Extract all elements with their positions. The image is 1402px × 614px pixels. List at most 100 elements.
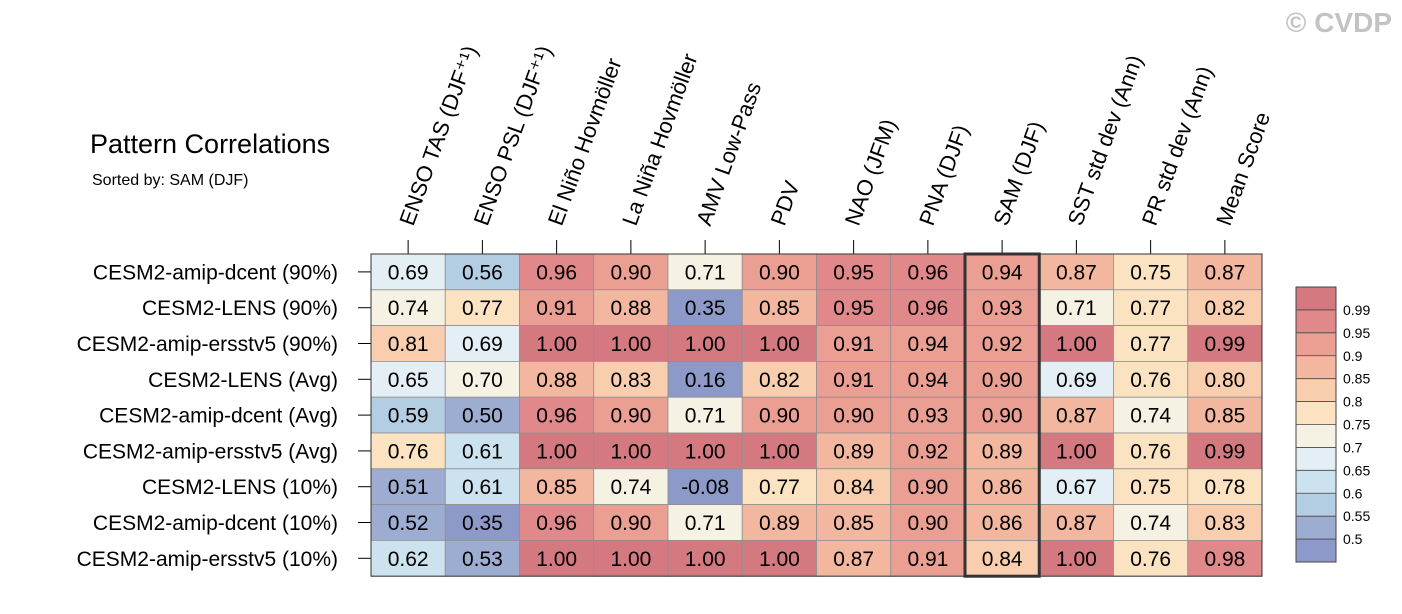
cell-value: 0.92	[982, 333, 1023, 356]
column-label: ENSO TAS (DJF⁺¹)	[394, 42, 482, 228]
heatmap-cell	[1038, 289, 1114, 326]
legend-swatch	[1296, 378, 1336, 402]
heatmap-cell	[593, 360, 669, 398]
color-legend: 0.99 0.95 0.9 0.85 0.8 0.75 0.7 0.65 0.6 0.55 0.5	[1295, 286, 1370, 563]
column-label: El Niño Hovmöller	[543, 55, 627, 229]
cell-value: 0.93	[907, 405, 948, 428]
cell-value: 0.71	[685, 405, 726, 428]
heatmap-cells: 0.69 0.56 0.96 0.90 0.71 0.90 0.95 0.96 0.94 0.87…	[370, 253, 1263, 577]
cell-value: 1.00	[1056, 440, 1097, 463]
legend-label: 0.5	[1343, 531, 1363, 547]
legend-swatch	[1296, 470, 1336, 494]
cell-value: 0.86	[982, 476, 1023, 499]
heatmap-cell	[1113, 540, 1189, 577]
row-label: CESM2-amip-dcent (10%)	[93, 512, 338, 535]
legend-swatch	[1296, 493, 1336, 517]
cell-value: 1.00	[685, 548, 726, 571]
cell-value: 0.87	[833, 548, 874, 571]
legend-swatch	[1296, 355, 1336, 380]
column-label: PDV	[766, 177, 805, 228]
cell-value: 0.74	[1130, 512, 1171, 535]
cell-value: 0.94	[907, 333, 948, 356]
cell-value: 0.90	[610, 261, 651, 284]
cell-value: 0.90	[610, 512, 651, 535]
cell-value: 1.00	[685, 333, 726, 356]
cell-value: 1.00	[536, 548, 577, 571]
cell-value: 0.90	[907, 512, 948, 535]
cell-value: 0.35	[685, 297, 726, 320]
heatmap-cell	[741, 468, 817, 505]
cell-value: 0.82	[759, 369, 800, 392]
cell-value: 0.85	[759, 297, 800, 320]
cell-value: 0.61	[462, 476, 503, 499]
heatmap-cell	[1038, 432, 1114, 470]
cell-value: 0.62	[388, 548, 429, 571]
cell-value: 0.81	[388, 333, 429, 356]
heatmap-cell	[667, 253, 743, 291]
legend-label: 0.9	[1343, 348, 1363, 364]
cell-value: 0.90	[610, 405, 651, 428]
column-label: ENSO PSL (DJF⁺¹)	[469, 42, 557, 228]
cell-value: 0.87	[1056, 261, 1097, 284]
heatmap-cell	[444, 504, 520, 541]
legend-swatch	[1296, 539, 1336, 563]
cell-value: 1.00	[685, 440, 726, 463]
row-label: CESM2-amip-dcent (90%)	[93, 261, 338, 284]
heatmap-cell	[444, 468, 520, 505]
cell-value: 0.74	[1130, 405, 1171, 428]
heatmap-cell	[741, 360, 817, 398]
cell-value: 0.92	[907, 440, 948, 463]
grid-frame	[370, 253, 1263, 577]
cell-value: 1.00	[536, 440, 577, 463]
legend-swatch	[1296, 447, 1336, 471]
cell-value: 0.77	[1130, 333, 1171, 356]
column-label: Mean Score	[1211, 109, 1275, 229]
cell-value: 0.95	[833, 261, 874, 284]
heatmap-cell	[1113, 396, 1189, 434]
heatmap-cell	[593, 289, 669, 326]
heatmap-cell	[593, 540, 669, 577]
cell-value: 0.74	[610, 476, 651, 499]
cell-value: 0.83	[1204, 512, 1245, 535]
legend-label: 0.7	[1343, 439, 1363, 455]
cell-value: 0.69	[1056, 369, 1097, 392]
cell-value: 0.56	[462, 261, 503, 284]
heatmap-cell	[890, 325, 966, 362]
heatmap-cell	[667, 325, 743, 362]
legend-swatch	[1296, 401, 1336, 425]
heatmap-cell	[1113, 432, 1189, 470]
cell-value: 0.74	[388, 297, 429, 320]
heatmap-cell	[741, 325, 817, 362]
heatmap-cell	[890, 253, 966, 291]
heatmap-cell	[741, 396, 817, 434]
heatmap-cell	[816, 468, 892, 505]
heatmap-cell	[667, 360, 743, 398]
cell-value: 0.77	[462, 297, 503, 320]
cell-value: 0.71	[685, 261, 726, 284]
legend-frame	[1295, 286, 1337, 563]
heatmap-cell	[593, 396, 669, 434]
row-labels: CESM2-amip-dcent (90%) CESM2-LENS (90%) CE…	[77, 261, 371, 571]
cell-value: 0.87	[1056, 405, 1097, 428]
cell-value: 0.76	[1130, 548, 1171, 571]
heatmap-cell	[667, 432, 743, 470]
row-label: CESM2-LENS (90%)	[142, 297, 338, 320]
heatmap-cell	[593, 504, 669, 541]
heatmap-cell	[1038, 360, 1114, 398]
legend-label: 0.8	[1343, 394, 1363, 410]
cell-value: 0.78	[1204, 476, 1245, 499]
cell-value: 0.93	[982, 297, 1023, 320]
column-label: SST std dev (Ann)	[1063, 52, 1148, 229]
cell-value: 0.96	[536, 512, 577, 535]
highlight-column	[963, 252, 1041, 578]
column-labels: ENSO TAS (DJF⁺¹)ENSO PSL (DJF⁺¹)El Niño …	[394, 42, 1275, 254]
cell-value: 0.80	[1204, 369, 1245, 392]
heatmap-cell	[890, 432, 966, 470]
cell-value: 1.00	[759, 440, 800, 463]
cell-value: 0.91	[833, 333, 874, 356]
heatmap-cell	[1038, 504, 1114, 541]
heatmap-cell	[519, 540, 595, 577]
heatmap-cell	[667, 468, 743, 505]
cell-value: 0.87	[1204, 261, 1245, 284]
legend-label: 0.65	[1343, 462, 1370, 478]
